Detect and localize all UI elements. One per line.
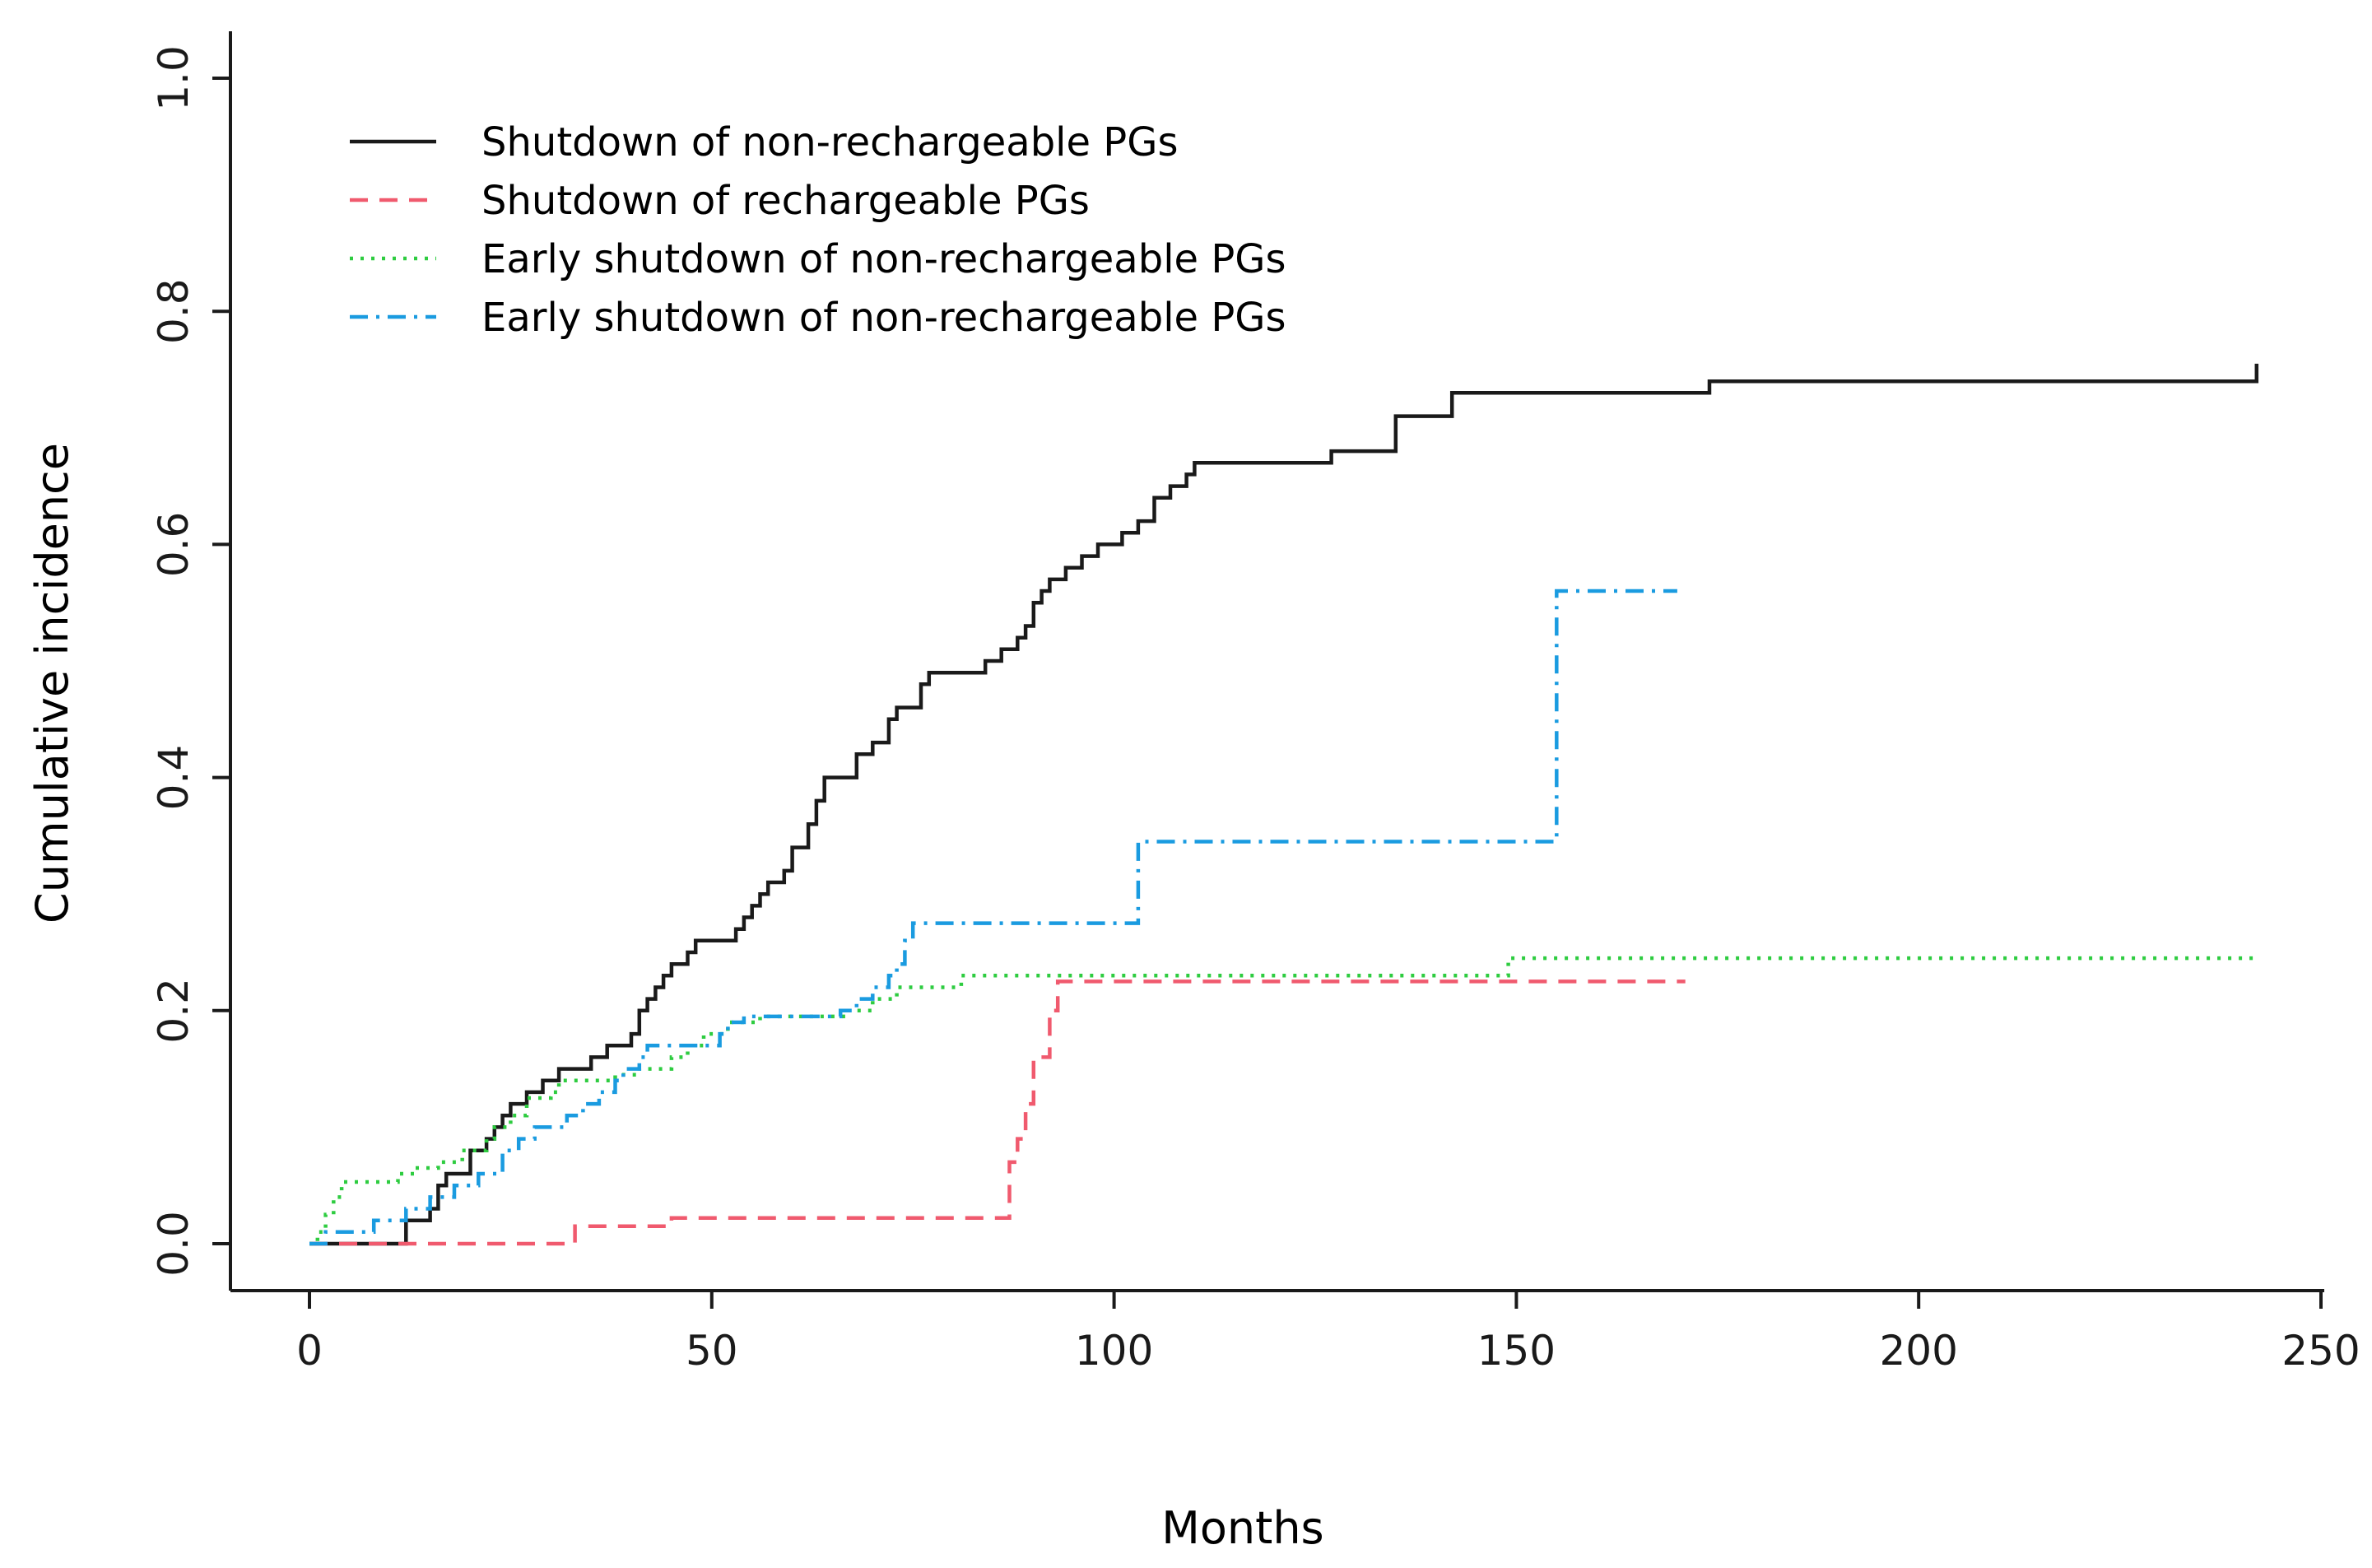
x-tick-label: 150 xyxy=(1477,1327,1556,1375)
series-line-3 xyxy=(309,956,2257,1246)
x-tick-label: 0 xyxy=(296,1327,323,1375)
legend: Shutdown of non-rechargeable PGs Shutdown… xyxy=(350,119,1286,341)
y-tick-label: 0.2 xyxy=(150,978,198,1044)
y-tick-label: 0.8 xyxy=(150,278,198,344)
y-tick-label: 0.0 xyxy=(150,1211,198,1277)
legend-label-4: Early shutdown of non-rechargeable PGs xyxy=(481,295,1286,341)
x-tick-label: 200 xyxy=(1879,1327,1957,1375)
series-line-2 xyxy=(309,979,1686,1246)
x-tick-label: 100 xyxy=(1075,1327,1153,1375)
series-line-4 xyxy=(309,589,1677,1246)
x-tick-label: 250 xyxy=(2281,1327,2360,1375)
axes: 0.0 0.2 0.4 0.6 0.8 1.0 0 50 100 150 200 250 xyxy=(150,31,2360,1375)
x-axis-title: Months xyxy=(1161,1502,1323,1554)
y-tick-label: 1.0 xyxy=(150,45,198,111)
series-layer xyxy=(309,363,2259,1246)
y-tick-label: 0.4 xyxy=(150,745,198,811)
y-tick-label: 0.6 xyxy=(150,512,198,578)
y-axis-title: Cumulative incidence xyxy=(26,443,78,924)
x-tick-label: 50 xyxy=(686,1327,738,1375)
legend-label-2: Shutdown of rechargeable PGs xyxy=(481,178,1090,224)
legend-label-3: Early shutdown of non-rechargeable PGs xyxy=(481,236,1286,282)
series-line-1 xyxy=(309,363,2259,1246)
legend-label-1: Shutdown of non-rechargeable PGs xyxy=(481,119,1178,165)
